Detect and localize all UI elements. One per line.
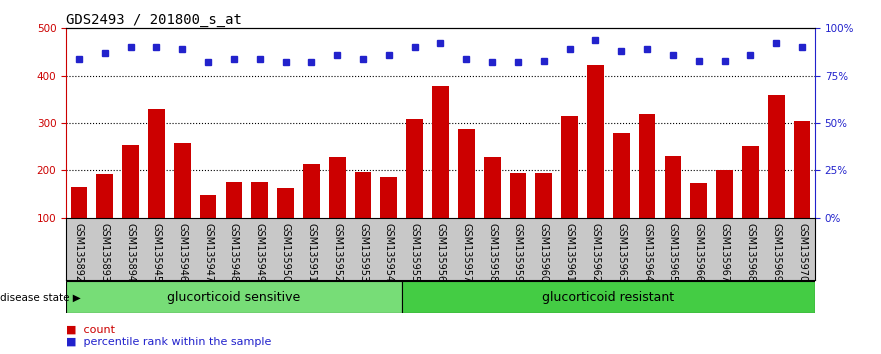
Text: GSM135966: GSM135966 bbox=[693, 223, 704, 282]
Text: GSM135954: GSM135954 bbox=[384, 223, 394, 282]
Text: GDS2493 / 201800_s_at: GDS2493 / 201800_s_at bbox=[66, 13, 242, 27]
Bar bbox=[691, 183, 707, 265]
Text: ■  count: ■ count bbox=[66, 324, 115, 334]
Text: ■  percentile rank within the sample: ■ percentile rank within the sample bbox=[66, 337, 271, 347]
Text: glucorticoid resistant: glucorticoid resistant bbox=[543, 291, 675, 304]
Bar bbox=[664, 156, 681, 265]
Text: GSM135947: GSM135947 bbox=[204, 223, 213, 282]
Bar bbox=[329, 157, 345, 265]
Text: GSM135968: GSM135968 bbox=[745, 223, 755, 282]
Bar bbox=[402, 281, 815, 313]
Text: GSM135949: GSM135949 bbox=[255, 223, 265, 282]
Text: GSM135964: GSM135964 bbox=[642, 223, 652, 282]
Text: disease state ▶: disease state ▶ bbox=[0, 292, 81, 302]
Bar bbox=[200, 195, 217, 265]
Text: GSM135958: GSM135958 bbox=[487, 223, 497, 282]
Text: GSM135953: GSM135953 bbox=[358, 223, 368, 282]
Text: GSM135965: GSM135965 bbox=[668, 223, 677, 282]
Text: GSM135957: GSM135957 bbox=[462, 223, 471, 282]
Bar bbox=[66, 281, 402, 313]
Bar bbox=[96, 174, 113, 265]
Bar bbox=[639, 114, 655, 265]
Bar bbox=[122, 145, 139, 265]
Bar bbox=[303, 164, 320, 265]
Bar bbox=[174, 143, 190, 265]
Text: GSM135962: GSM135962 bbox=[590, 223, 601, 282]
Bar bbox=[561, 116, 578, 265]
Text: GSM135950: GSM135950 bbox=[280, 223, 291, 282]
Text: GSM135893: GSM135893 bbox=[100, 223, 110, 282]
Text: GSM135945: GSM135945 bbox=[152, 223, 161, 282]
Text: GSM135955: GSM135955 bbox=[410, 223, 419, 282]
Text: GSM135961: GSM135961 bbox=[565, 223, 574, 282]
Bar bbox=[432, 86, 449, 265]
Bar bbox=[148, 109, 165, 265]
Bar bbox=[613, 133, 630, 265]
Bar bbox=[70, 187, 87, 265]
Text: GSM135952: GSM135952 bbox=[332, 223, 342, 282]
Bar bbox=[381, 177, 397, 265]
Bar bbox=[768, 95, 785, 265]
Bar bbox=[536, 173, 552, 265]
Text: GSM135960: GSM135960 bbox=[539, 223, 549, 282]
Text: glucorticoid sensitive: glucorticoid sensitive bbox=[167, 291, 300, 304]
Bar bbox=[484, 156, 500, 265]
Text: GSM135948: GSM135948 bbox=[229, 223, 239, 282]
Bar bbox=[226, 182, 242, 265]
Bar bbox=[278, 188, 294, 265]
Text: GSM135959: GSM135959 bbox=[513, 223, 523, 282]
Bar bbox=[406, 119, 423, 265]
Text: GSM135946: GSM135946 bbox=[177, 223, 188, 282]
Text: GSM135970: GSM135970 bbox=[797, 223, 807, 282]
Text: GSM135967: GSM135967 bbox=[720, 223, 729, 282]
Bar bbox=[251, 182, 268, 265]
Text: GSM135892: GSM135892 bbox=[74, 223, 84, 282]
Bar bbox=[742, 146, 759, 265]
Bar bbox=[458, 129, 475, 265]
Bar bbox=[509, 173, 526, 265]
Text: GSM135969: GSM135969 bbox=[771, 223, 781, 282]
Text: GSM135956: GSM135956 bbox=[435, 223, 446, 282]
Text: GSM135951: GSM135951 bbox=[307, 223, 316, 282]
Bar bbox=[355, 172, 372, 265]
Bar bbox=[794, 121, 811, 265]
Text: GSM135963: GSM135963 bbox=[616, 223, 626, 282]
Text: GSM135894: GSM135894 bbox=[126, 223, 136, 282]
Bar bbox=[587, 65, 603, 265]
Bar bbox=[716, 170, 733, 265]
